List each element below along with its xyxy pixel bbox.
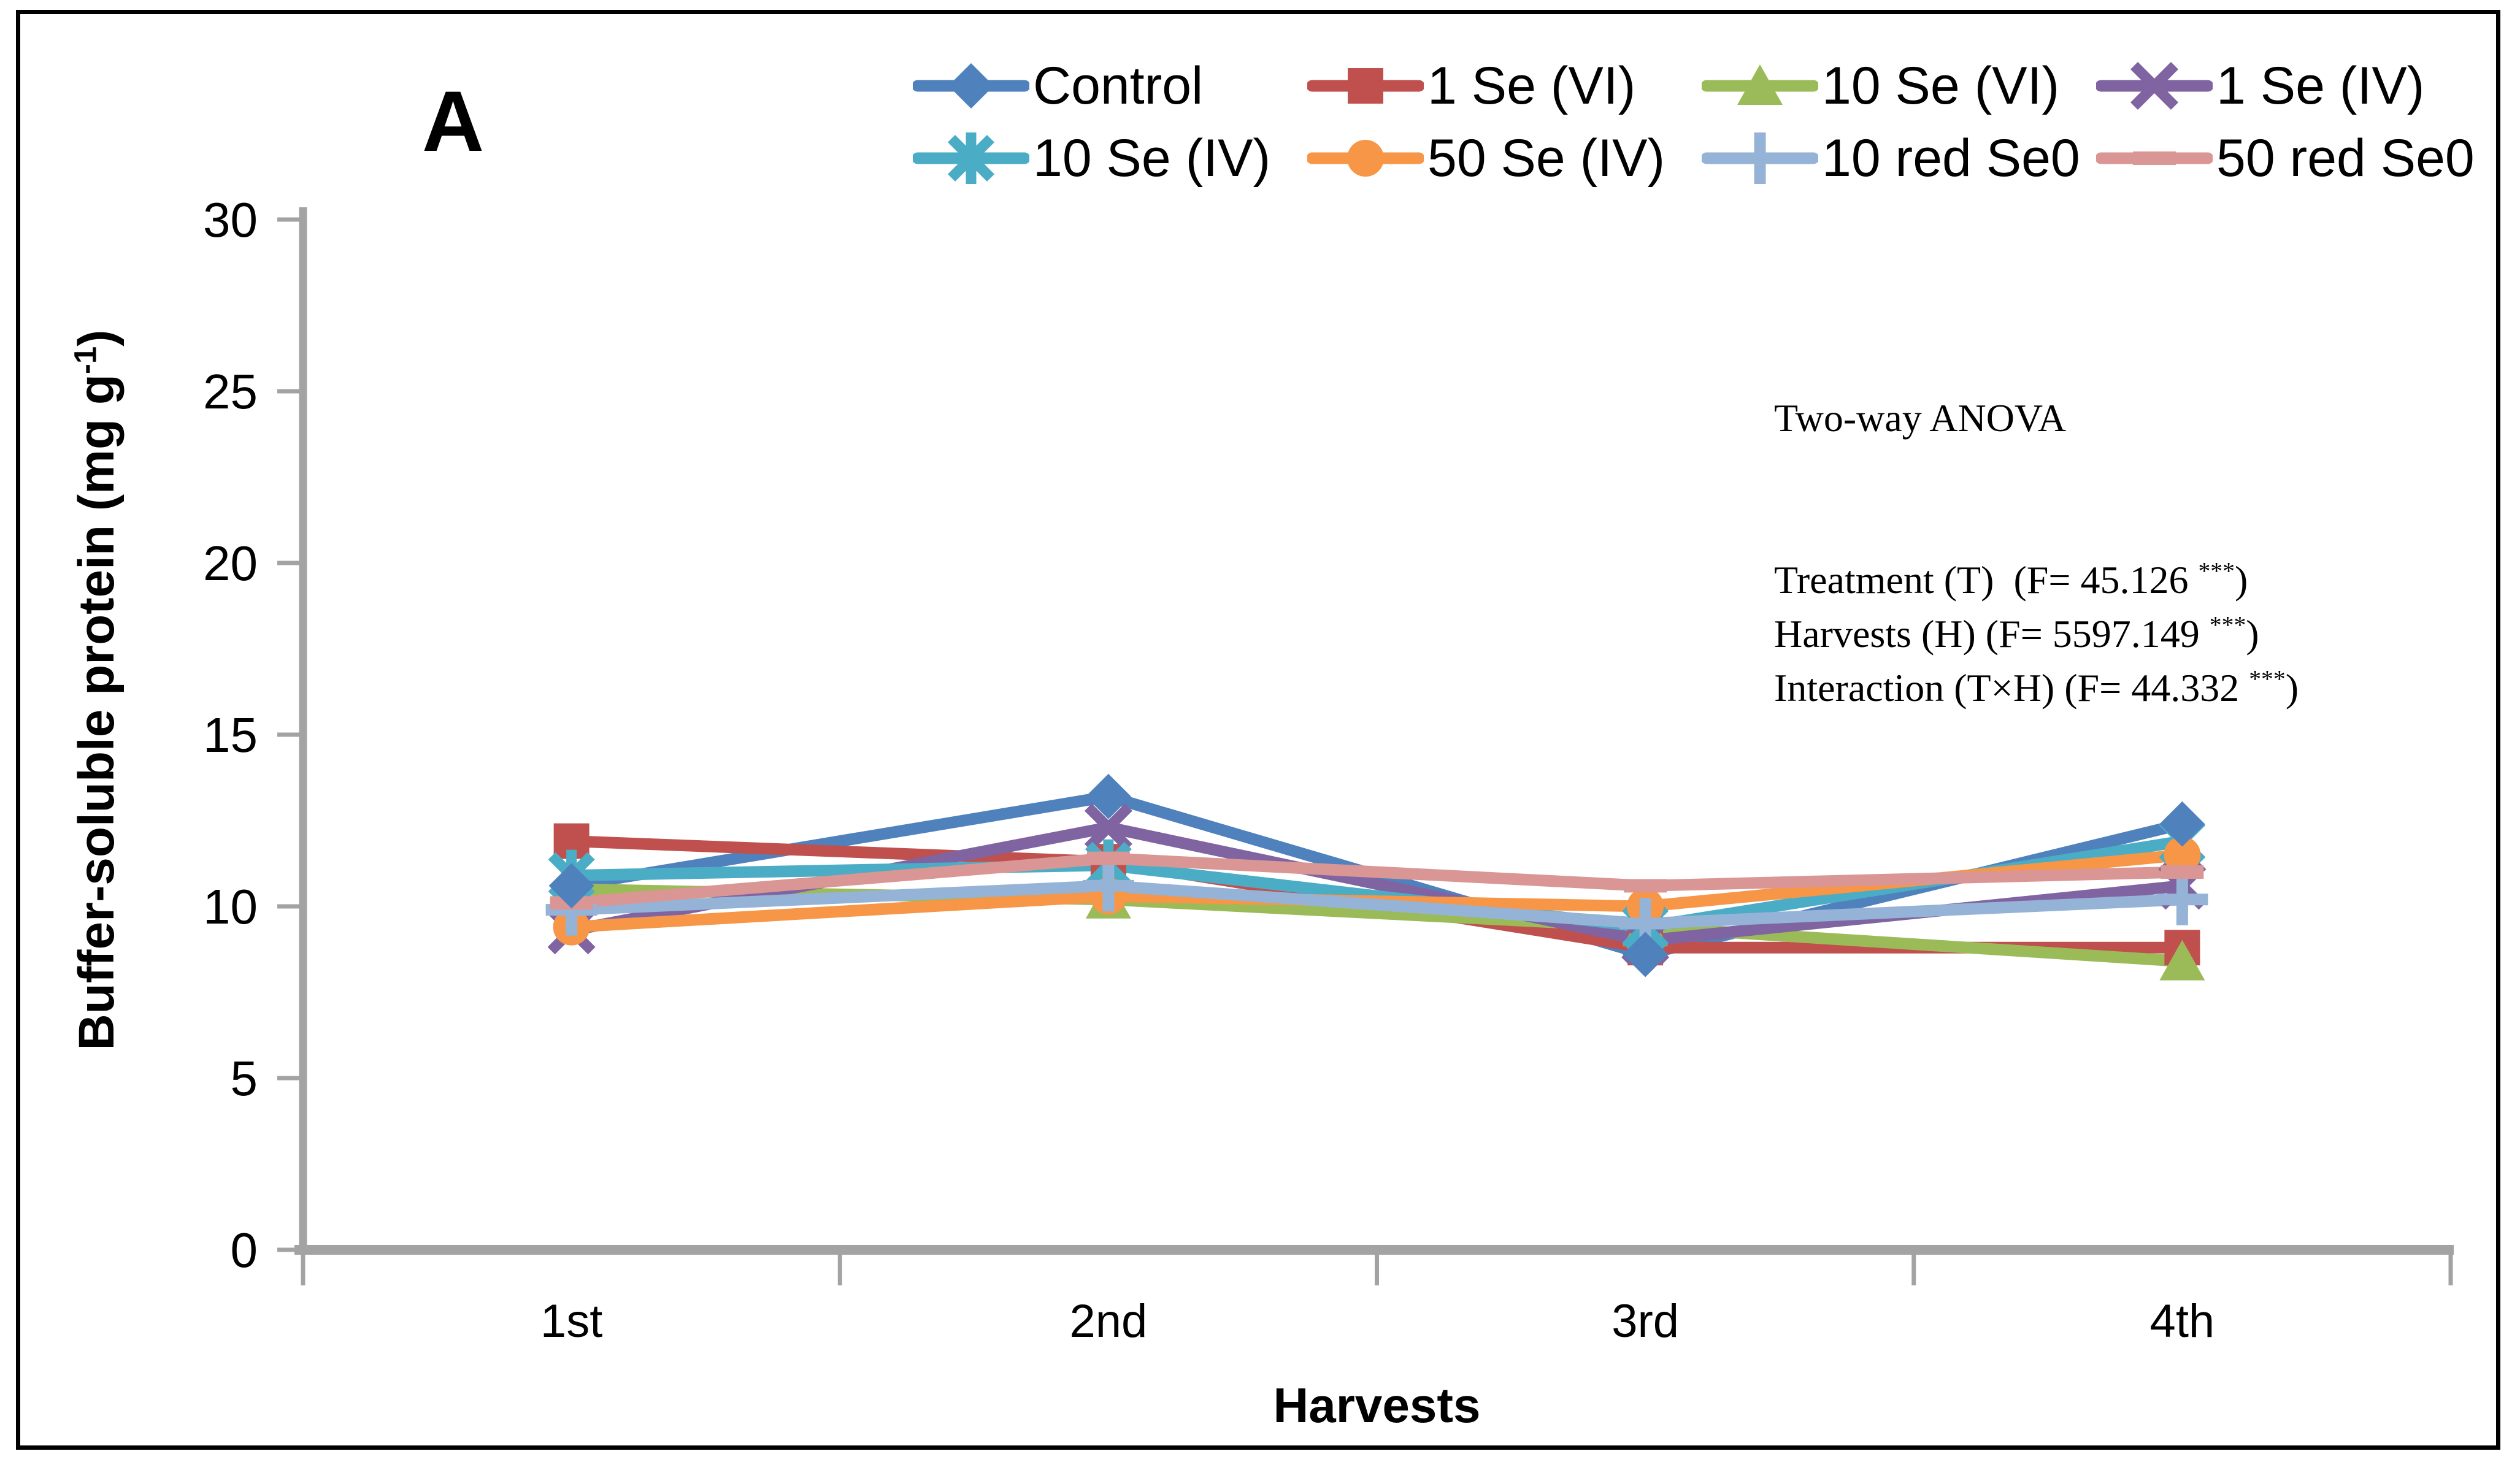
legend-item-1-se-iv: 1 Se (IV) — [2096, 50, 2424, 121]
legend-label-1-se-iv: 1 Se (IV) — [2216, 56, 2425, 115]
y-tick-label: 10 — [203, 879, 258, 934]
legend-item-10-se-vi: 10 Se (VI) — [1702, 50, 2059, 121]
legend-marker-10-se-vi — [1702, 64, 1818, 105]
legend-label-50-red-se0: 50 red Se0 — [2216, 128, 2475, 188]
marker-s0-4th — [2159, 801, 2205, 847]
legend-marker-control — [913, 63, 1029, 109]
y-tick-label: 25 — [203, 364, 258, 419]
legend-label-50-se-iv: 50 Se (IV) — [1427, 128, 1665, 188]
x-tick-label: 1st — [540, 1295, 602, 1347]
y-axis-title-text: Buffer-soluble protein (mg g — [69, 374, 125, 1051]
panel-label: A — [422, 73, 485, 169]
legend-label-1-se-vi: 1 Se (VI) — [1427, 56, 1636, 115]
legend-marker-shape-1-se-vi — [1348, 68, 1383, 104]
marker-s0-1st — [548, 863, 594, 909]
legend-marker-10-se-iv — [913, 132, 1029, 184]
x-tick-label: 4th — [2150, 1295, 2215, 1347]
anova-row-0: Treatment (T) (F= 45.126 ***) — [1774, 557, 2248, 602]
legend-label-10-red-se0: 10 red Se0 — [1822, 128, 2080, 188]
marker-s0-3rd — [1623, 932, 1669, 978]
anova-row-1: Harvests (H) (F= 5597.149 ***) — [1774, 611, 2259, 656]
y-tick-label: 5 — [231, 1051, 258, 1106]
legend-item-10-red-se0: 10 red Se0 — [1702, 123, 2080, 194]
marker-s7-2nd — [1086, 851, 1130, 865]
legend-label-10-se-vi: 10 Se (VI) — [1822, 56, 2060, 115]
marker-s5-4th — [2164, 836, 2201, 873]
x-tick-label: 3rd — [1611, 1295, 1679, 1347]
legend-marker-50-se-iv — [1307, 140, 1424, 177]
y-axis-title-close: ) — [69, 329, 125, 346]
x-tick-label: 2nd — [1069, 1295, 1147, 1347]
legend-marker-shape-10-se-iv — [947, 132, 995, 184]
marker-s6-4th — [2156, 873, 2208, 925]
marker-s2-4th — [2159, 940, 2205, 981]
legend-label-10-se-iv: 10 Se (IV) — [1033, 128, 1271, 188]
figure-border — [16, 10, 2500, 1450]
legend-marker-1-se-iv — [2096, 61, 2213, 110]
y-axis-title: Buffer-soluble protein (mg g-1) — [68, 330, 126, 1051]
marker-s7-4th — [2161, 865, 2204, 879]
marker-s6-2nd — [1082, 860, 1134, 912]
legend-marker-shape-50-red-se0 — [2133, 151, 2176, 165]
legend-marker-shape-50-se-iv — [1347, 140, 1384, 177]
legend-marker-10-red-se0 — [1702, 132, 1818, 184]
legend-marker-shape-control — [948, 63, 994, 109]
anova-row-2: Interaction (T×H) (F= 44.332 ***) — [1774, 665, 2299, 710]
marker-s0-2nd — [1085, 773, 1131, 819]
y-tick-label: 15 — [203, 708, 258, 762]
legend-marker-shape-10-se-vi — [1737, 64, 1783, 105]
y-tick-label: 30 — [203, 193, 258, 247]
legend-label-control: Control — [1033, 56, 1204, 115]
anova-title: Two-way ANOVA — [1774, 396, 2067, 440]
legend-item-control: Control — [913, 50, 1203, 121]
legend-item-50-red-se0: 50 red Se0 — [2096, 123, 2475, 194]
legend-item-10-se-iv: 10 Se (IV) — [913, 123, 1270, 194]
legend-marker-50-red-se0 — [2096, 151, 2213, 165]
y-tick-label: 0 — [231, 1223, 258, 1277]
legend-marker-shape-10-red-se0 — [1734, 132, 1786, 184]
series-line-7 — [566, 852, 2188, 909]
y-tick-label: 20 — [203, 536, 258, 591]
legend-marker-1-se-vi — [1307, 68, 1424, 104]
series-line-6 — [566, 879, 2188, 930]
legend-item-1-se-vi: 1 Se (VI) — [1307, 50, 1635, 121]
marker-s3-2nd — [1084, 803, 1132, 852]
y-axis-title-superscript: -1 — [67, 346, 103, 375]
marker-s7-3rd — [1624, 879, 1667, 893]
x-axis-title: Harvests — [1273, 1378, 1481, 1433]
anova-annotation: Two-way ANOVA Treatment (T) (F= 45.126 *… — [1774, 283, 2299, 769]
legend-item-50-se-iv: 50 Se (IV) — [1307, 123, 1665, 194]
legend-marker-shape-1-se-iv — [2130, 61, 2179, 110]
